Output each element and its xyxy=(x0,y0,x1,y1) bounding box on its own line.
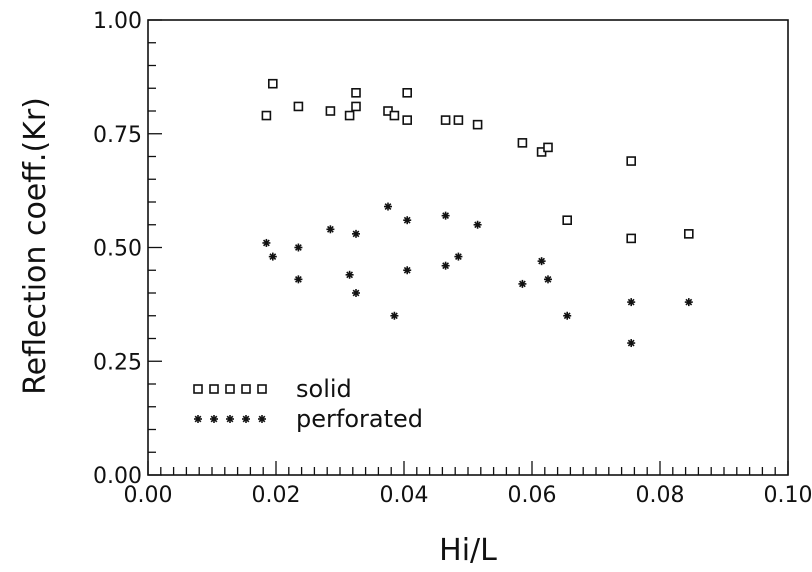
perforated-point xyxy=(684,298,693,307)
solid-point xyxy=(440,115,451,125)
solid-point xyxy=(626,156,637,166)
perforated-point xyxy=(384,202,392,211)
perforated-point xyxy=(352,229,360,238)
perforated-point xyxy=(262,238,271,247)
legend-label-perforated: perforated xyxy=(296,405,423,433)
perforated-point xyxy=(441,261,450,270)
axis-ticks xyxy=(147,19,789,476)
data-points xyxy=(261,78,694,348)
perforated-point xyxy=(403,266,412,275)
perforated-point xyxy=(268,252,277,261)
legend-marker-solid xyxy=(193,384,203,394)
perforated-point xyxy=(441,211,450,220)
perforated-point xyxy=(454,252,463,261)
legend-marker-perforated xyxy=(194,415,202,423)
solid-point xyxy=(344,110,355,121)
solid-point xyxy=(267,78,278,89)
solid-point xyxy=(543,142,553,153)
x-tick-label: 0.04 xyxy=(380,483,429,508)
perforated-point xyxy=(390,311,399,320)
legend-marker-solid xyxy=(257,384,267,394)
y-tick-label: 0.25 xyxy=(93,350,142,375)
legend-marker-solid xyxy=(225,384,235,394)
plot-axes xyxy=(147,19,789,476)
y-tick-label: 0.75 xyxy=(93,123,142,148)
legend-marker-solid xyxy=(241,384,251,394)
perforated-point xyxy=(352,289,360,297)
legend-marker-perforated xyxy=(242,415,250,423)
solid-point xyxy=(351,101,361,112)
legend-marker-perforated xyxy=(258,415,266,423)
perforated-point xyxy=(544,275,552,284)
y-tick-label: 0.50 xyxy=(93,237,142,262)
solid-point xyxy=(261,110,272,121)
axis-tick-labels: 0.00 0.02 0.04 0.06 0.08 0.10 0.00 0.25 0.50 0.75… xyxy=(93,9,812,508)
perforated-point xyxy=(627,339,636,348)
legend-marker-solid xyxy=(209,384,219,394)
solid-point xyxy=(562,215,573,225)
y-tick-label: 1.00 xyxy=(93,9,142,34)
solid-point xyxy=(402,115,413,125)
perforated-point xyxy=(563,311,572,320)
x-axis-label: Hi/L xyxy=(439,533,497,568)
solid-point xyxy=(472,119,483,130)
solid-point xyxy=(389,110,400,121)
legend-marker-perforated xyxy=(210,415,218,423)
solid-point xyxy=(517,138,528,148)
solid-point xyxy=(402,88,413,98)
solid-point xyxy=(626,233,637,244)
perforated-point xyxy=(294,243,303,252)
solid-point xyxy=(293,101,304,112)
solid-point xyxy=(325,106,336,116)
solid-point xyxy=(453,115,464,125)
legend-label-solid: solid xyxy=(296,375,352,403)
perforated-point xyxy=(403,216,412,225)
perforated-point xyxy=(537,257,546,266)
perforated-point xyxy=(345,270,354,279)
plot-frame xyxy=(147,19,789,476)
perforated-point xyxy=(473,220,482,229)
solid-point xyxy=(683,229,694,239)
perforated-point xyxy=(518,279,527,288)
x-tick-label: 0.10 xyxy=(764,483,812,508)
y-axis-label: Reflection coeff.(Kr) xyxy=(18,97,53,395)
solid-point xyxy=(351,88,361,98)
perforated-point xyxy=(326,225,335,234)
x-tick-label: 0.08 xyxy=(636,483,685,508)
x-tick-label: 0.02 xyxy=(252,483,301,508)
legend-marker-perforated xyxy=(226,415,234,423)
x-tick-label: 0.00 xyxy=(124,483,173,508)
perforated-point xyxy=(294,275,303,284)
y-tick-label: 0.00 xyxy=(93,464,142,489)
x-tick-label: 0.06 xyxy=(508,483,557,508)
perforated-point xyxy=(627,298,636,307)
